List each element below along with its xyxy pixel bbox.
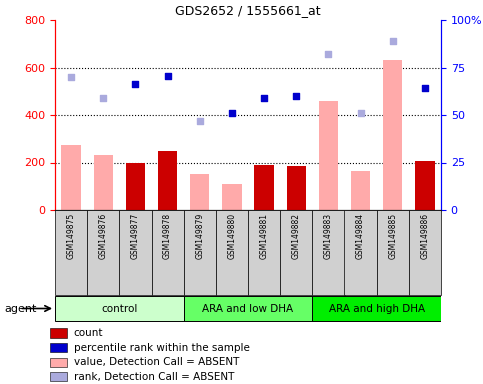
Point [67, 74, 75, 80]
Bar [55, 210, 87, 295]
Bar [383, 60, 402, 210]
Text: GSM149884: GSM149884 [356, 213, 365, 259]
Text: ARA and low DHA: ARA and low DHA [202, 303, 294, 313]
Point [421, 84, 429, 91]
Point [325, 51, 332, 58]
Bar [184, 296, 313, 321]
Bar [55, 296, 184, 321]
Bar [255, 165, 274, 210]
Point [228, 109, 236, 116]
Bar [280, 210, 313, 295]
Text: GSM149880: GSM149880 [227, 213, 236, 259]
Bar [50, 372, 67, 381]
Bar [50, 328, 67, 338]
Text: GSM149885: GSM149885 [388, 213, 397, 259]
Bar [216, 210, 248, 295]
Bar [286, 166, 306, 210]
Text: rank, Detection Call = ABSENT: rank, Detection Call = ABSENT [74, 372, 234, 382]
Bar [415, 161, 435, 210]
Text: GSM149875: GSM149875 [67, 213, 75, 259]
Text: control: control [101, 303, 138, 313]
Text: GSM149883: GSM149883 [324, 213, 333, 259]
Bar [119, 210, 152, 295]
Text: GSM149886: GSM149886 [420, 213, 429, 259]
Text: percentile rank within the sample: percentile rank within the sample [74, 343, 250, 353]
Bar [87, 210, 119, 295]
Text: ARA and high DHA: ARA and high DHA [328, 303, 425, 313]
Title: GDS2652 / 1555661_at: GDS2652 / 1555661_at [175, 5, 321, 17]
Point [292, 93, 300, 99]
Text: GSM149876: GSM149876 [99, 213, 108, 259]
Bar [94, 156, 113, 210]
Bar [351, 171, 370, 210]
Bar [248, 210, 280, 295]
Point [99, 95, 107, 101]
Point [260, 95, 268, 101]
Text: GSM149878: GSM149878 [163, 213, 172, 259]
Bar [126, 162, 145, 210]
Text: GSM149881: GSM149881 [259, 213, 269, 258]
Bar [313, 210, 344, 295]
Bar [152, 210, 184, 295]
Text: GSM149882: GSM149882 [292, 213, 301, 258]
Bar [319, 101, 338, 210]
Text: value, Detection Call = ABSENT: value, Detection Call = ABSENT [74, 357, 239, 367]
Point [389, 38, 397, 45]
Bar [61, 145, 81, 210]
Point [357, 109, 365, 116]
Bar [313, 296, 441, 321]
Point [131, 81, 139, 87]
Text: GSM149879: GSM149879 [195, 213, 204, 259]
Text: GSM149877: GSM149877 [131, 213, 140, 259]
Point [164, 73, 171, 79]
Bar [190, 174, 210, 210]
Text: agent: agent [5, 303, 37, 313]
Bar [50, 343, 67, 352]
Bar [344, 210, 377, 295]
Bar [377, 210, 409, 295]
Bar [184, 210, 216, 295]
Text: count: count [74, 328, 103, 338]
Bar [50, 358, 67, 367]
Bar [409, 210, 441, 295]
Bar [158, 151, 177, 210]
Bar [222, 184, 242, 210]
Point [196, 118, 204, 124]
